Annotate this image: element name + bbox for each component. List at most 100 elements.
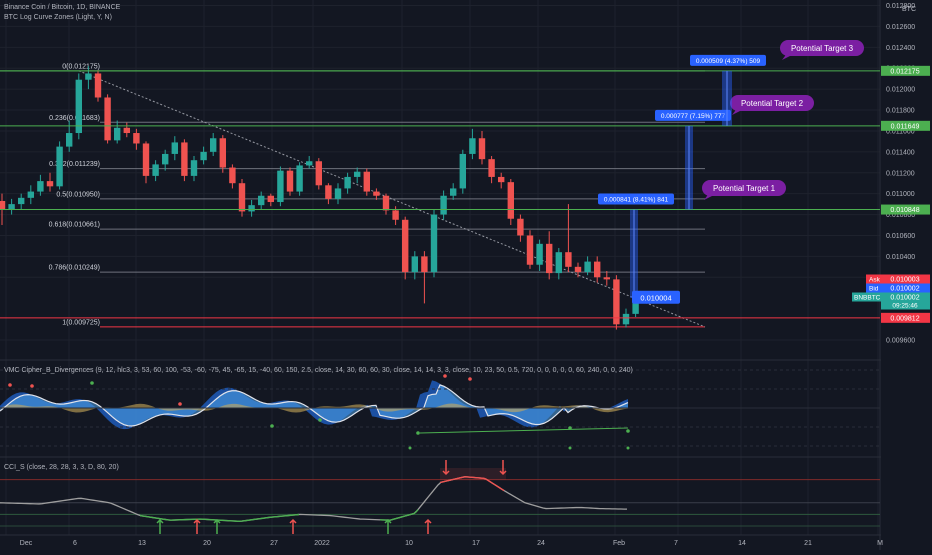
- time-tick-label: 2022: [314, 540, 330, 547]
- target-callout-label: Potential Target 2: [741, 99, 804, 108]
- quote-value-badge[interactable]: [881, 283, 930, 293]
- candle-body: [162, 153, 169, 165]
- measure-label-box[interactable]: [655, 109, 731, 121]
- candle-body: [315, 161, 322, 186]
- last-price-label: 0.010002: [890, 295, 919, 302]
- candle-body: [248, 205, 255, 212]
- cci-arrow-head: [289, 518, 297, 524]
- price-level-badge-label: 0.012175: [890, 68, 919, 75]
- price-axis[interactable]: 0.0128000.0126000.0124000.0122000.012000…: [852, 0, 932, 550]
- cipher-signal-dot: [30, 384, 34, 388]
- quote-value-badge[interactable]: [881, 274, 930, 284]
- candle-body: [123, 127, 130, 134]
- cipher-signal-dot: [468, 377, 472, 381]
- measure-label-box[interactable]: [690, 54, 766, 66]
- cipher-signal-dot: [318, 418, 322, 422]
- target-callout[interactable]: [730, 95, 814, 111]
- measure-label-box[interactable]: [598, 193, 674, 205]
- cci-arrow-head: [193, 518, 201, 524]
- candle-body: [104, 97, 111, 141]
- candle-body: [152, 164, 159, 176]
- target-callout-label: Potential Target 3: [791, 44, 854, 53]
- trend-line[interactable]: [78, 70, 706, 328]
- candle-body: [46, 181, 54, 187]
- indicator-title: BTC Log Curve Zones (Light, Y, N): [4, 14, 112, 21]
- candle-body: [622, 313, 630, 325]
- candle-body: [478, 138, 486, 160]
- cci-overbought-zone: [440, 468, 506, 480]
- last-price-badge[interactable]: [881, 292, 930, 310]
- candle-body: [277, 170, 284, 203]
- currency-label: BTC: [902, 6, 916, 13]
- cci-title: CCI_S (close, 28, 28, 3, 3, D, 80, 20): [4, 464, 119, 471]
- measure-label: 0.000509 (4.37%) 509: [696, 58, 761, 65]
- time-tick-label: M: [877, 540, 883, 547]
- target-callout-label: Potential Target 1: [713, 184, 776, 193]
- quote-value-label: 0.010002: [890, 286, 919, 293]
- candle-body: [459, 153, 466, 189]
- price-tick-label: 0.011800: [886, 108, 915, 115]
- candle-body: [613, 279, 620, 325]
- candle-body: [440, 195, 447, 215]
- fib-level-label: 1(0.009725): [62, 319, 100, 326]
- candle-body: [286, 170, 294, 192]
- candle-body: [219, 138, 226, 168]
- candle-body: [229, 167, 236, 184]
- price-tick-label: 0.010800: [886, 212, 915, 219]
- target-callout[interactable]: [702, 180, 786, 196]
- candle-body: [296, 165, 303, 192]
- candle-body: [142, 143, 150, 176]
- price-tick-label: 0.011400: [886, 149, 915, 156]
- candle-body: [469, 138, 476, 154]
- candle-body: [75, 79, 82, 134]
- price-level-badge[interactable]: [881, 312, 930, 323]
- time-tick-label: Dec: [20, 540, 33, 547]
- time-axis[interactable]: Dec 6 13 20 27 2022 10 17 24 Feb 7 14 21 M: [20, 540, 883, 547]
- candle-body: [37, 181, 44, 192]
- countdown-label: 09:25:46: [892, 303, 918, 310]
- price-level-badge[interactable]: [881, 120, 930, 131]
- cipher-buy-marker: [408, 446, 412, 450]
- target-projections[interactable]: 0.000841 (8.41%) 841 Potential Target 1 0.…: [0, 40, 880, 319]
- cipher-buy-marker: [626, 446, 630, 450]
- fib-level-label: 0.236(0.011683): [49, 115, 100, 122]
- price-level-badge[interactable]: [881, 204, 930, 215]
- price-level-badge[interactable]: [881, 65, 930, 76]
- descending-trendline[interactable]: [78, 70, 706, 328]
- candle-body: [430, 214, 438, 273]
- candle-body: [306, 161, 313, 166]
- candle-body: [536, 243, 543, 265]
- candle-body: [402, 219, 409, 273]
- cci-arrow-head: [424, 518, 432, 524]
- candle-body: [190, 160, 198, 176]
- current-price-callout[interactable]: [632, 290, 680, 304]
- candle-body: [382, 195, 390, 211]
- fib-level-label: 0.786(0.010249): [49, 265, 100, 272]
- target-callout[interactable]: [780, 40, 864, 56]
- fib-level-label: 0.5(0.010950): [56, 191, 100, 198]
- time-tick-label: 24: [537, 540, 545, 547]
- candle-body: [200, 151, 207, 161]
- fib-level-label: 0(0.012175): [62, 63, 100, 70]
- candle-body: [267, 195, 274, 203]
- candle-body: [56, 146, 63, 187]
- quote-tag: [866, 274, 882, 284]
- cipher-signal-dot: [416, 431, 420, 435]
- candle-body: [373, 191, 380, 196]
- measure-label: 0.000841 (8.41%) 841: [604, 197, 669, 204]
- candle-body: [421, 256, 428, 273]
- time-tick-label: 21: [804, 540, 812, 547]
- price-tick-label: 0.010600: [886, 233, 915, 240]
- cci-line: [0, 476, 628, 523]
- cipher-signal-dot: [178, 402, 182, 406]
- candle-body: [325, 185, 332, 199]
- candle-series: [0, 66, 639, 330]
- candle-body: [546, 243, 553, 274]
- candle-body: [526, 235, 534, 265]
- candle-body: [94, 73, 102, 98]
- cipher-signal-dot: [443, 374, 447, 378]
- candle-body: [555, 252, 562, 274]
